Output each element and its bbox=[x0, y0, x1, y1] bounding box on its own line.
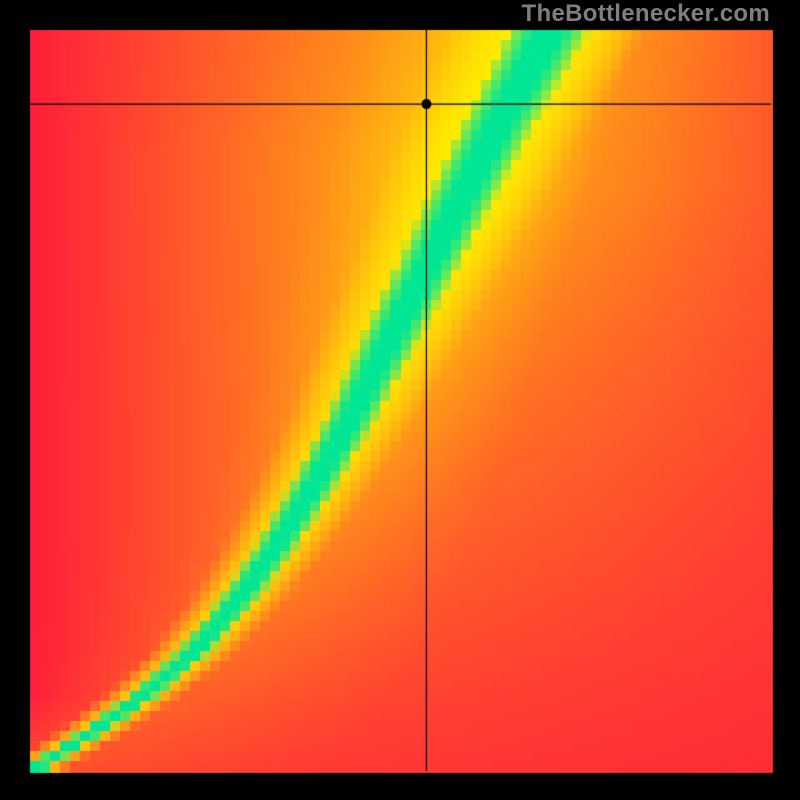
watermark-text: TheBottlenecker.com bbox=[522, 0, 770, 28]
chart-frame: TheBottlenecker.com bbox=[0, 0, 800, 800]
bottleneck-heatmap-canvas bbox=[0, 0, 800, 800]
